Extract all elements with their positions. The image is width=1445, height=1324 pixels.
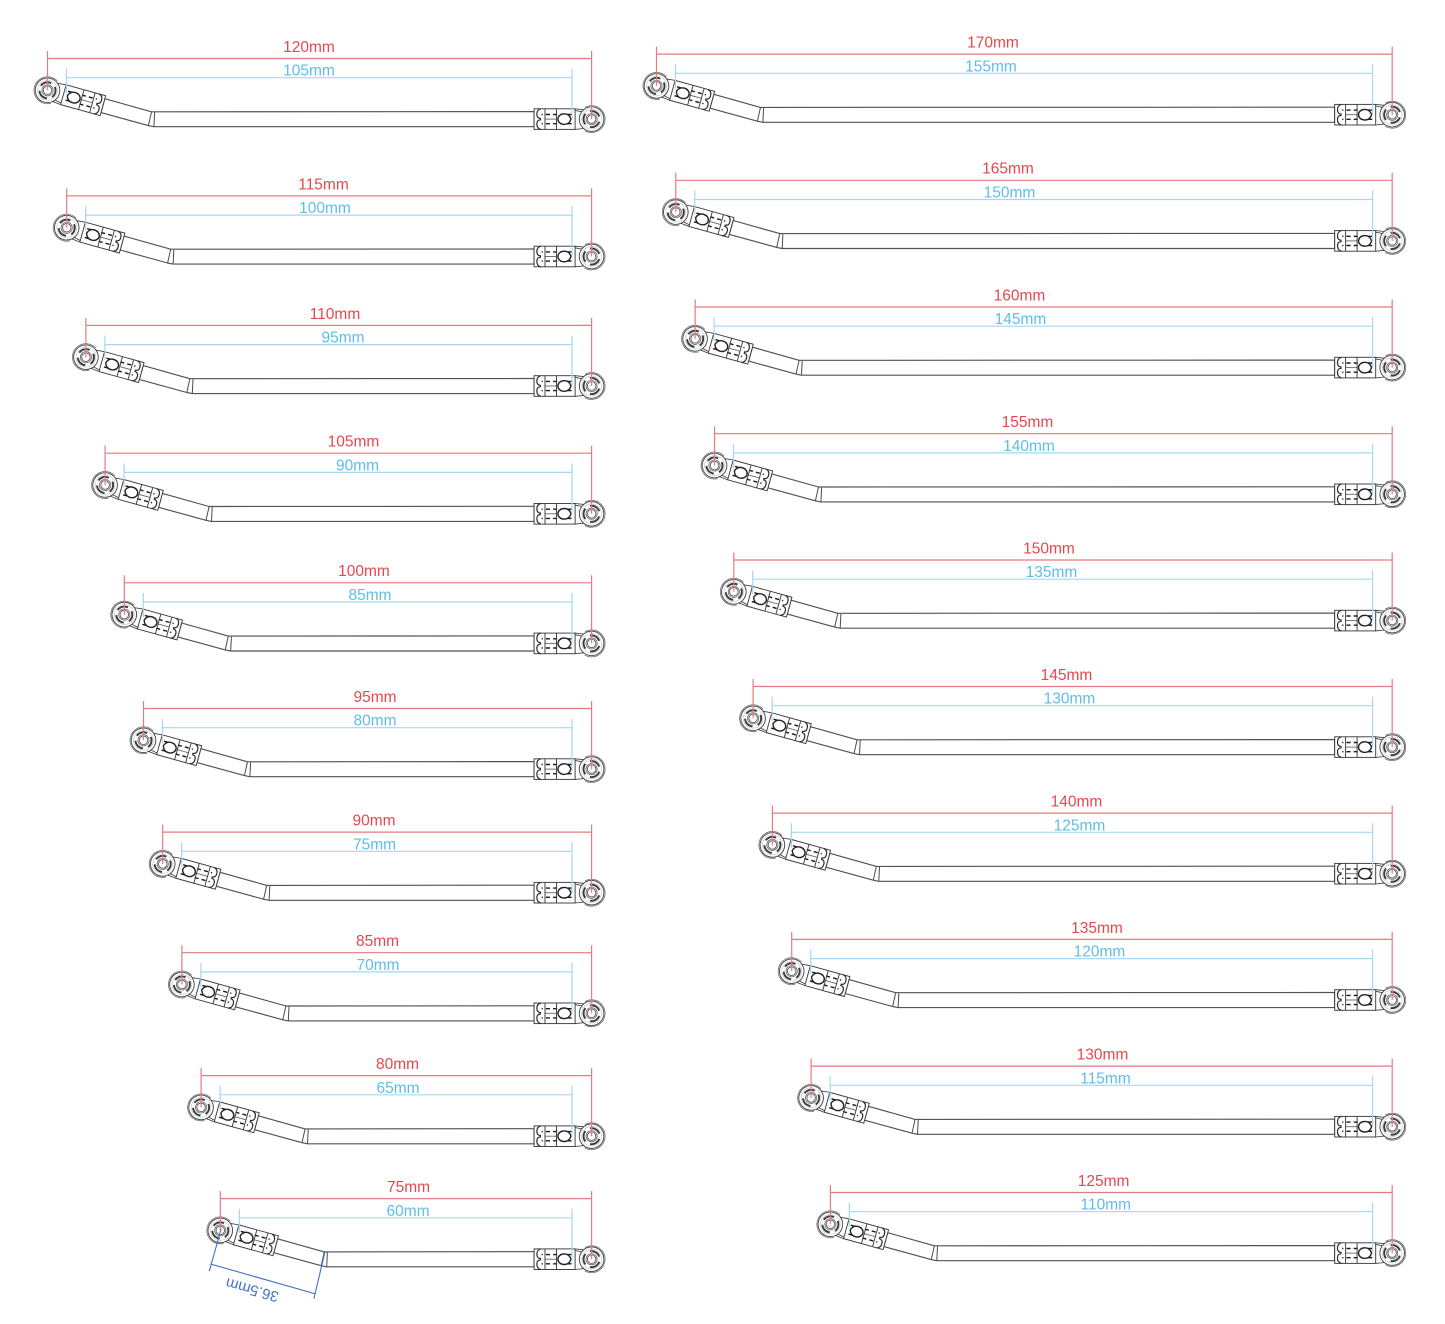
svg-text:155mm: 155mm <box>1002 414 1054 431</box>
svg-text:110mm: 110mm <box>1081 1197 1132 1214</box>
svg-text:80mm: 80mm <box>353 713 396 730</box>
svg-text:70mm: 70mm <box>356 957 399 974</box>
svg-text:105mm: 105mm <box>328 434 380 451</box>
svg-text:140mm: 140mm <box>1003 438 1055 455</box>
svg-text:85mm: 85mm <box>348 587 391 604</box>
svg-text:120mm: 120mm <box>283 39 335 56</box>
svg-text:145mm: 145mm <box>1041 667 1093 684</box>
svg-text:145mm: 145mm <box>995 311 1047 328</box>
svg-text:80mm: 80mm <box>376 1056 419 1073</box>
svg-text:90mm: 90mm <box>352 813 395 830</box>
svg-text:130mm: 130mm <box>1077 1047 1129 1064</box>
svg-text:115mm: 115mm <box>1080 1070 1131 1087</box>
svg-text:100mm: 100mm <box>338 563 390 580</box>
svg-text:95mm: 95mm <box>353 689 396 706</box>
svg-text:105mm: 105mm <box>283 63 335 80</box>
svg-text:135mm: 135mm <box>1026 564 1078 581</box>
svg-text:115mm: 115mm <box>298 176 349 193</box>
svg-text:100mm: 100mm <box>299 200 351 217</box>
svg-text:140mm: 140mm <box>1051 794 1103 811</box>
svg-text:165mm: 165mm <box>982 161 1034 178</box>
svg-text:65mm: 65mm <box>376 1080 419 1097</box>
svg-text:155mm: 155mm <box>965 58 1017 75</box>
svg-text:75mm: 75mm <box>353 836 396 853</box>
svg-text:120mm: 120mm <box>1074 944 1126 961</box>
svg-text:170mm: 170mm <box>967 35 1019 52</box>
svg-text:60mm: 60mm <box>387 1203 430 1220</box>
svg-text:85mm: 85mm <box>356 933 399 950</box>
svg-text:135mm: 135mm <box>1071 920 1123 937</box>
svg-text:125mm: 125mm <box>1078 1173 1130 1190</box>
svg-text:90mm: 90mm <box>336 457 379 474</box>
svg-text:150mm: 150mm <box>984 185 1036 202</box>
svg-text:150mm: 150mm <box>1023 540 1075 557</box>
svg-text:130mm: 130mm <box>1044 691 1096 708</box>
svg-text:75mm: 75mm <box>387 1179 430 1196</box>
svg-text:125mm: 125mm <box>1054 817 1106 834</box>
svg-text:95mm: 95mm <box>321 330 364 347</box>
svg-text:160mm: 160mm <box>994 287 1046 304</box>
svg-text:110mm: 110mm <box>310 306 361 323</box>
